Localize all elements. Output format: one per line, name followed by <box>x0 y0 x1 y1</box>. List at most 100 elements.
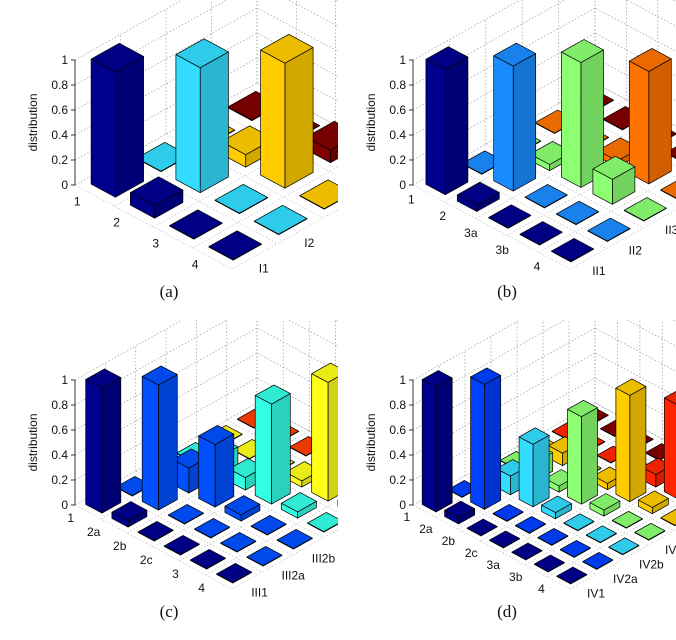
chart-b: 0 0.2 0.4 0.6 0.8 1 distribution 1 2 3a 3b 4 II1 II2 I… <box>364 0 676 278</box>
z-tick-label: 0.4 <box>51 128 68 142</box>
col-tick-label: II3a <box>665 223 676 237</box>
bar-face-top <box>660 508 676 526</box>
bar <box>660 508 676 527</box>
chart-a: 00.20.40.60.81distribution1234I1I2I3I4 <box>26 0 338 275</box>
bar-face-top <box>281 492 317 513</box>
bar <box>611 510 643 529</box>
row-tick-label: 1 <box>74 195 81 209</box>
bar <box>456 181 500 212</box>
bar-face-side <box>663 397 676 499</box>
bar-face-top <box>190 549 226 569</box>
bar-face-side <box>175 54 201 194</box>
z-tick-label: 1 <box>61 373 68 387</box>
bar <box>563 513 595 532</box>
bar-face-side <box>493 55 514 192</box>
z-axis-label: distribution <box>26 93 40 151</box>
bar-face-top <box>637 490 669 508</box>
col-tick-label: III2a <box>282 569 306 583</box>
bar-face-top <box>489 530 520 548</box>
bars <box>90 33 338 261</box>
bar-face-front <box>435 377 453 513</box>
row-tick-label: 2b <box>113 539 127 553</box>
bar-face-top <box>537 528 569 546</box>
bar <box>307 512 338 533</box>
z-axis-label: distribution <box>364 93 378 151</box>
bar <box>425 46 469 196</box>
bar <box>90 42 144 198</box>
bar-face-top <box>533 554 565 572</box>
bar <box>493 42 537 192</box>
bar-face-top <box>519 221 563 245</box>
bar-face-top <box>551 238 594 262</box>
bar <box>587 217 631 242</box>
bar-face-top <box>246 546 283 566</box>
caption-d: (d) <box>497 602 517 621</box>
row-tick-label: 4 <box>538 582 545 596</box>
row-tick-label: 4 <box>198 581 205 595</box>
bar-face-top <box>425 46 469 71</box>
bar <box>541 495 572 520</box>
row-tick-label: 1 <box>404 510 411 524</box>
z-tick-label: 0.6 <box>51 423 68 437</box>
bar <box>111 501 148 528</box>
bar <box>276 529 313 550</box>
caption-a: (a) <box>159 282 179 301</box>
grid <box>74 320 338 590</box>
z-tick-label: 0.8 <box>51 78 68 92</box>
row-tick-label: 2b <box>442 534 456 548</box>
bar <box>208 230 262 261</box>
bar-face-front <box>444 56 469 196</box>
bar <box>216 563 252 584</box>
bar-face-top <box>250 515 287 535</box>
bar-face-top <box>567 399 598 418</box>
bar <box>524 184 568 209</box>
bar-face-top <box>90 42 144 73</box>
col-tick-label: I1 <box>259 261 269 275</box>
panel-a: 00.20.40.60.81distribution1234I1I2I3I4 (… <box>0 0 338 320</box>
bar-face-top <box>311 362 338 383</box>
bar <box>470 367 502 510</box>
bar-face-side <box>425 58 446 196</box>
bar <box>567 399 598 505</box>
z-tick-label: 0 <box>61 178 68 192</box>
bar <box>224 495 261 522</box>
bar-face-side <box>254 395 272 505</box>
z-tick-label: 0.2 <box>389 473 406 487</box>
bar-face-top <box>456 181 500 206</box>
z-tick-label: 1 <box>399 373 406 387</box>
bar-face-top <box>524 184 568 208</box>
bar-face-top <box>224 495 261 516</box>
caption-c: (c) <box>159 602 179 621</box>
z-axis-label: distribution <box>26 413 40 471</box>
floor-line <box>412 504 571 590</box>
bar-face-top <box>541 495 572 513</box>
floor-line <box>165 133 324 219</box>
bar-face-top <box>488 204 532 229</box>
bar <box>556 200 599 226</box>
bar <box>198 425 235 508</box>
row-tick-label: 1 <box>408 192 415 206</box>
z-tick-label: 0.2 <box>389 153 406 167</box>
bar-face-side <box>311 373 329 502</box>
bar-face-top <box>493 42 537 67</box>
chart-d: 0 0.2 0.4 0.6 0.8 1 distribution 1 2a 2b 2c 3a 3b 4 IV… <box>364 320 676 601</box>
col-tick-label: III2b <box>312 552 336 566</box>
bar-face-top <box>299 179 338 210</box>
z-tick-label: 0.8 <box>51 398 68 412</box>
floor-line <box>490 461 649 546</box>
row-tick-label: 3b <box>509 570 523 584</box>
floor-line <box>542 431 676 504</box>
bar <box>515 516 546 534</box>
chart-c: 0 0.2 0.4 0.6 0.8 1 distribution 1 2a 2b 2c 3 4 III1 I… <box>26 320 338 600</box>
bar <box>214 183 268 215</box>
bar <box>299 179 338 210</box>
z-tick-label: 0 <box>399 498 406 512</box>
bar <box>518 427 550 508</box>
bar <box>190 549 226 570</box>
floor-line <box>516 446 675 531</box>
bar <box>137 521 174 542</box>
row-tick-label: 3 <box>172 567 179 581</box>
floor-line <box>485 143 643 229</box>
bar-face-top <box>175 38 229 69</box>
bar <box>421 370 453 513</box>
